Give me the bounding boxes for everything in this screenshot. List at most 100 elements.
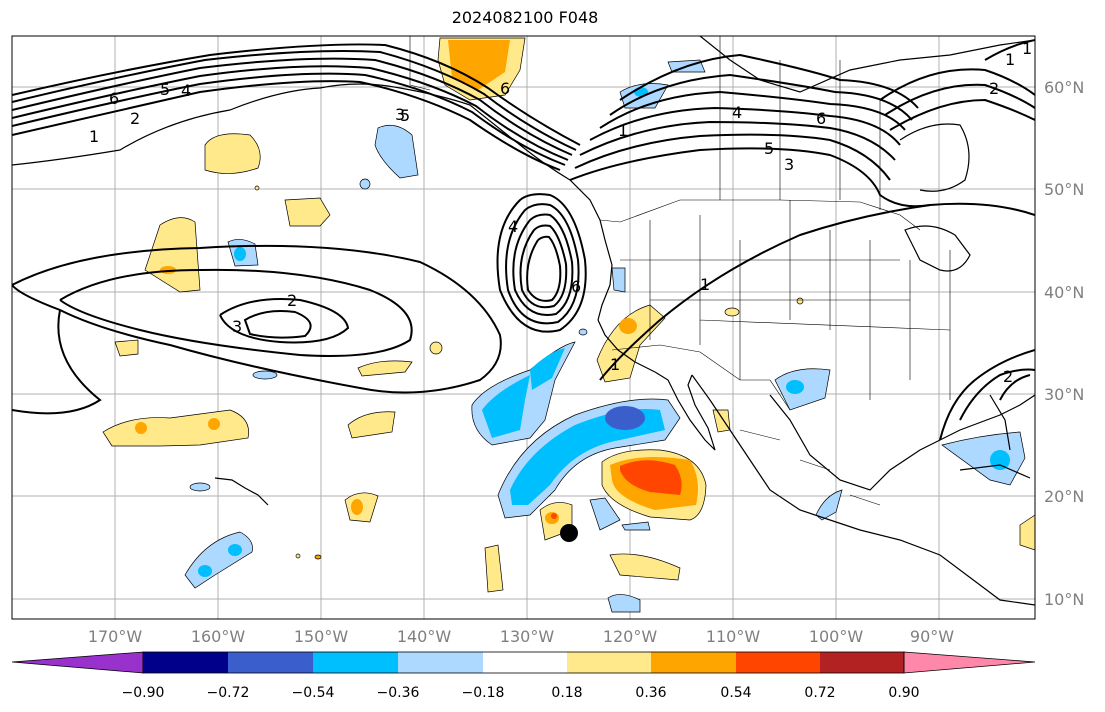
contour-label: 3: [784, 155, 794, 174]
contour-label: 2: [1003, 367, 1013, 386]
anomaly-blob-265-375: [252, 370, 278, 380]
map-frame: [11, 35, 1036, 620]
lon-tick: 140°W: [397, 627, 452, 646]
shaded-anomalies: [102, 37, 1035, 613]
lon-tick: 120°W: [603, 627, 658, 646]
colorbar-extend-min: [11, 651, 144, 674]
anomaly-southwest-negative-deep: [605, 406, 645, 430]
lon-tick: 100°W: [809, 627, 864, 646]
longitude-axis: 170°W 160°W 150°W 140°W 130°W 120°W 110°…: [88, 627, 954, 646]
colorbar-swatch: [143, 652, 228, 673]
contour-canada-6: [609, 73, 913, 121]
lon-tick: 110°W: [706, 627, 761, 646]
anomaly-core-795-387: [786, 380, 804, 394]
contour-label: 6: [500, 79, 510, 98]
anomaly-core-357-507: [351, 499, 363, 515]
anomaly-core-554-516: [551, 513, 557, 519]
map-panel: [12, 36, 1035, 619]
lat-tick: 10°N: [1044, 590, 1084, 609]
contour-eastern-trough-2: [884, 83, 1035, 116]
lon-tick: 90°W: [910, 627, 954, 646]
contour-label: 1: [1005, 50, 1015, 69]
contour-cutoff-low-3: [512, 213, 574, 316]
lat-tick: 30°N: [1044, 385, 1084, 404]
height-contours: [12, 39, 1035, 441]
anomaly-core-205-570: [198, 565, 212, 577]
contour-eastern-trough-4: [984, 39, 1035, 61]
colorbar-tick-label: −0.36: [377, 685, 420, 701]
anomaly-core-628-325: [619, 318, 637, 334]
colorbar-tick-label: −0.72: [207, 685, 250, 701]
political-borders: [409, 36, 951, 506]
lat-tick: 20°N: [1044, 487, 1084, 506]
anomaly-blob-820-505: [815, 489, 843, 521]
anomaly-blob-350-425: [347, 411, 396, 439]
mexico-pacific-coast: [691, 374, 1035, 606]
gulf-coast: [769, 394, 1035, 491]
anomaly-blob-205-150: [204, 133, 261, 174]
colorbar-swatch: [313, 652, 398, 673]
contour-aleutian-3: [12, 65, 569, 161]
colorbar-swatch: [651, 652, 736, 673]
contour-label-layer: 6 2 1 5 4 3 5 2 3 1 4 6 5 3 4 6 6 1 1 2 …: [89, 39, 1032, 386]
anomaly-core-140-428: [135, 422, 147, 434]
anomaly-dot-318-557: [314, 554, 322, 560]
baja-peninsula: [654, 371, 716, 451]
hawaii: [214, 477, 269, 506]
canada-provinces: [719, 36, 881, 210]
anomaly-blob-360-368: [357, 360, 413, 377]
anomaly-baja-mexico-red: [620, 460, 682, 495]
map-title: 2024082100 F048: [451, 8, 599, 27]
anomaly-blob-582-332: [578, 328, 588, 336]
contour-label: 1: [1022, 39, 1032, 58]
colorbar-swatch: [820, 652, 904, 673]
colorbar-swatch: [228, 652, 313, 673]
contour-canada-1: [569, 147, 931, 208]
contour-label: 5: [764, 139, 774, 158]
anomaly-dot-257-188: [254, 185, 260, 191]
contour-label: 4: [181, 81, 191, 100]
colorbar: −0.90 −0.72 −0.54 −0.36 −0.18 0.18 0.36 …: [11, 651, 1036, 701]
contour-label: 2: [130, 109, 140, 128]
contour-label: 3: [232, 317, 242, 336]
cuba: [959, 464, 1031, 479]
anomaly-blob-436-348: [429, 341, 443, 355]
us-state-lines: [620, 200, 951, 400]
us-mexico-border: [611, 344, 791, 411]
contour-label: 6: [109, 89, 119, 108]
contour-cutoff-low-4: [519, 224, 568, 309]
contour-southeast-1: [939, 349, 1035, 441]
contour-cutoff-low-5: [526, 235, 562, 302]
contour-canada-3: [579, 120, 896, 161]
contour-aleutian-2: [12, 72, 566, 166]
contour-canada-5: [599, 90, 906, 131]
anomaly-core-235-550: [228, 544, 242, 556]
contour-canada-4: [589, 106, 901, 146]
contour-label: 5: [400, 106, 410, 125]
anomaly-southwest-negative-core: [510, 409, 665, 505]
anomaly-blob-145-265: [144, 217, 201, 293]
contour-rockies-ridge-1: [599, 202, 1035, 381]
contour-pacific-high-2: [59, 268, 413, 357]
colorbar-tick-label: 0.36: [635, 685, 666, 701]
colorbar-swatch: [398, 652, 483, 673]
contour-label: 2: [287, 291, 297, 310]
contour-label: 4: [508, 217, 518, 236]
anomaly-blob-1020-530: [1019, 514, 1035, 551]
colorbar-tick-label: 0.18: [551, 685, 582, 701]
contour-southeast-3: [999, 374, 1031, 401]
contour-aleutian-4: [12, 57, 573, 156]
anomaly-blob-485-570: [484, 544, 504, 593]
colorbar-tick-label: 0.72: [804, 685, 835, 701]
lon-tick: 130°W: [500, 627, 555, 646]
contour-label: 1: [89, 127, 99, 146]
storm-center-dot: [560, 524, 578, 542]
anomaly-blob-945-445: [941, 431, 1026, 486]
contour-label: 2: [989, 79, 999, 98]
anomaly-core-535-360: [530, 348, 565, 390]
anomaly-core-240-254: [234, 247, 246, 261]
colorbar-swatch: [736, 652, 820, 673]
contour-pacific-high-3: [219, 298, 350, 344]
contour-southeast-2: [959, 368, 1035, 421]
